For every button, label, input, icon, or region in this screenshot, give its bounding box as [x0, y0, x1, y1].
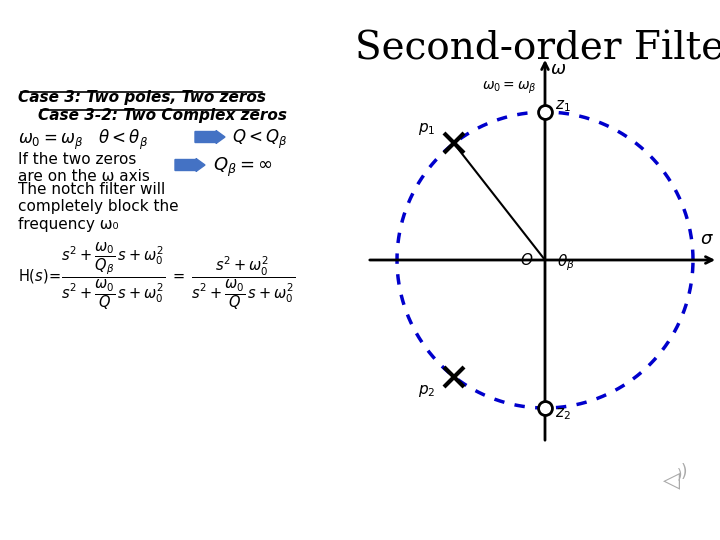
Text: $\omega$: $\omega$: [550, 60, 567, 78]
Text: $\omega_0 = \omega_\beta$: $\omega_0 = \omega_\beta$: [482, 80, 537, 96]
Text: $z_2$: $z_2$: [555, 406, 571, 422]
Text: $p_2$: $p_2$: [418, 383, 436, 399]
Text: $z_1$: $z_1$: [555, 98, 571, 114]
Text: $\mathrm{H}(s)\!=\!\dfrac{s^2 + \dfrac{\omega_0}{Q_\beta}\,s + \omega_0^2}{s^2 +: $\mathrm{H}(s)\!=\!\dfrac{s^2 + \dfrac{\…: [18, 240, 295, 312]
Text: ◁: ◁: [663, 470, 680, 490]
Text: $Q_\beta = \infty$: $Q_\beta = \infty$: [213, 156, 273, 179]
Text: $\omega_0 = \omega_\beta \quad \theta < \theta_\beta$: $\omega_0 = \omega_\beta \quad \theta < …: [18, 128, 148, 152]
Text: ): ): [678, 467, 683, 481]
FancyArrow shape: [195, 131, 225, 144]
Text: Second-order Filter – Case 3: Second-order Filter – Case 3: [355, 30, 720, 67]
Text: $\theta_\beta$: $\theta_\beta$: [557, 252, 575, 273]
Text: $O$: $O$: [520, 252, 533, 268]
Text: Case 3-2: Two Complex zeros: Case 3-2: Two Complex zeros: [38, 108, 287, 123]
Text: If the two zeros
are on the ω axis: If the two zeros are on the ω axis: [18, 152, 150, 184]
Text: $Q < Q_\beta$: $Q < Q_\beta$: [232, 128, 288, 151]
Text: $p_1$: $p_1$: [418, 122, 436, 137]
Text: Case 3: Two poles, Two zeros: Case 3: Two poles, Two zeros: [18, 90, 266, 105]
FancyArrow shape: [175, 159, 205, 172]
Text: ): ): [680, 463, 688, 481]
Text: $\sigma$: $\sigma$: [700, 230, 714, 248]
Text: The notch filter will
completely block the
frequency ω₀: The notch filter will completely block t…: [18, 182, 179, 232]
